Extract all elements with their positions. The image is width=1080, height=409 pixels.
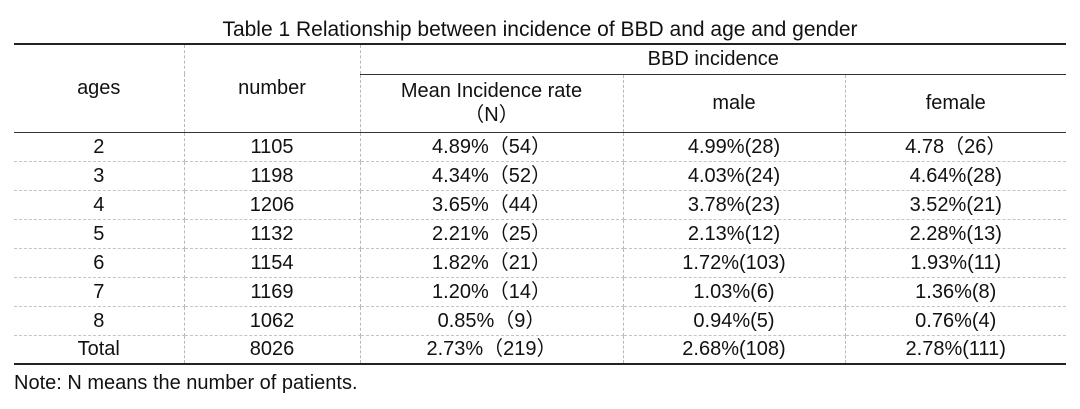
cell-male: 4.03%(24): [622, 160, 846, 191]
cell-number: 1206: [183, 189, 361, 220]
cell-male: 0.94%(5): [622, 305, 846, 336]
cell-female: 1.93%(11): [844, 247, 1067, 278]
cell-number: 1169: [183, 276, 361, 307]
table-row: 7 1169 1.20%（14） 1.03%(6) 1.36%(8): [14, 276, 1067, 307]
cell-mean: 1.20%（14）: [359, 276, 624, 307]
cell-age: Total: [14, 334, 185, 365]
cell-number: 1154: [183, 247, 361, 278]
cell-age: 4: [14, 189, 185, 220]
cell-male: 3.78%(23): [622, 189, 846, 220]
cell-age: 3: [14, 160, 185, 191]
cell-number: 1132: [183, 218, 361, 249]
table-row: 2 1105 4.89%（54） 4.99%(28) 4.78（26）: [14, 131, 1067, 162]
cell-number: 1062: [183, 305, 361, 336]
cell-number: 1198: [183, 160, 361, 191]
table-note: Note: N means the number of patients.: [14, 372, 358, 394]
table-row: 5 1132 2.21%（25） 2.13%(12) 2.28%(13): [14, 218, 1067, 249]
table-row: 4 1206 3.65%（44） 3.78%(23) 3.52%(21): [14, 189, 1067, 220]
header-ages: ages: [14, 43, 185, 133]
cell-female: 1.36%(8): [844, 276, 1067, 307]
cell-mean: 4.89%（54）: [359, 131, 624, 162]
table-body: ages number BBD incidence Mean Incidence…: [14, 43, 1067, 365]
table-title: Table 1 Relationship between incidence o…: [222, 18, 858, 41]
cell-female: 4.78（26）: [844, 131, 1067, 162]
cell-male: 2.13%(12): [622, 218, 846, 249]
cell-male: 4.99%(28): [622, 131, 846, 162]
cell-female: 2.78%(111): [844, 334, 1067, 365]
cell-age: 6: [14, 247, 185, 278]
cell-female: 0.76%(4): [844, 305, 1067, 336]
cell-mean: 4.34%（52）: [359, 160, 624, 191]
header-row: ages number BBD incidence: [14, 43, 1067, 133]
header-number: number: [183, 43, 361, 133]
cell-mean: 3.65%（44）: [359, 189, 624, 220]
cell-male: 1.72%(103): [622, 247, 846, 278]
cell-age: 7: [14, 276, 185, 307]
cell-mean: 2.21%（25）: [359, 218, 624, 249]
cell-female: 2.28%(13): [844, 218, 1067, 249]
header-male: male: [622, 73, 846, 133]
cell-mean: 2.73%（219）: [359, 334, 624, 365]
cell-age: 5: [14, 218, 185, 249]
header-mean-incidence: Mean Incidence rate （N）: [360, 73, 624, 133]
cell-number: 1105: [183, 131, 361, 162]
header-bbd-incidence: BBD incidence: [359, 43, 1067, 75]
cell-age: 8: [14, 305, 185, 336]
header-mean-line1: Mean Incidence rate: [400, 80, 583, 102]
total-row: Total 8026 2.73%（219） 2.68%(108) 2.78%(111): [14, 334, 1067, 365]
header-mean-line2: （N）: [464, 104, 519, 126]
cell-female: 4.64%(28): [844, 160, 1067, 191]
cell-number: 8026: [183, 334, 361, 365]
cell-mean: 1.82%（21）: [359, 247, 624, 278]
cell-male: 1.03%(6): [622, 276, 846, 307]
cell-mean: 0.85%（9）: [359, 305, 624, 336]
cell-male: 2.68%(108): [622, 334, 846, 365]
cell-age: 2: [14, 131, 185, 162]
bbd-table: ages number BBD incidence Mean Incidence…: [14, 43, 1067, 365]
cell-female: 3.52%(21): [844, 189, 1067, 220]
table-row: 8 1062 0.85%（9） 0.94%(5) 0.76%(4): [14, 305, 1067, 336]
table-row: 6 1154 1.82%（21） 1.72%(103) 1.93%(11): [14, 247, 1067, 278]
header-female: female: [844, 73, 1067, 133]
table-row: 3 1198 4.34%（52） 4.03%(24) 4.64%(28): [14, 160, 1067, 191]
